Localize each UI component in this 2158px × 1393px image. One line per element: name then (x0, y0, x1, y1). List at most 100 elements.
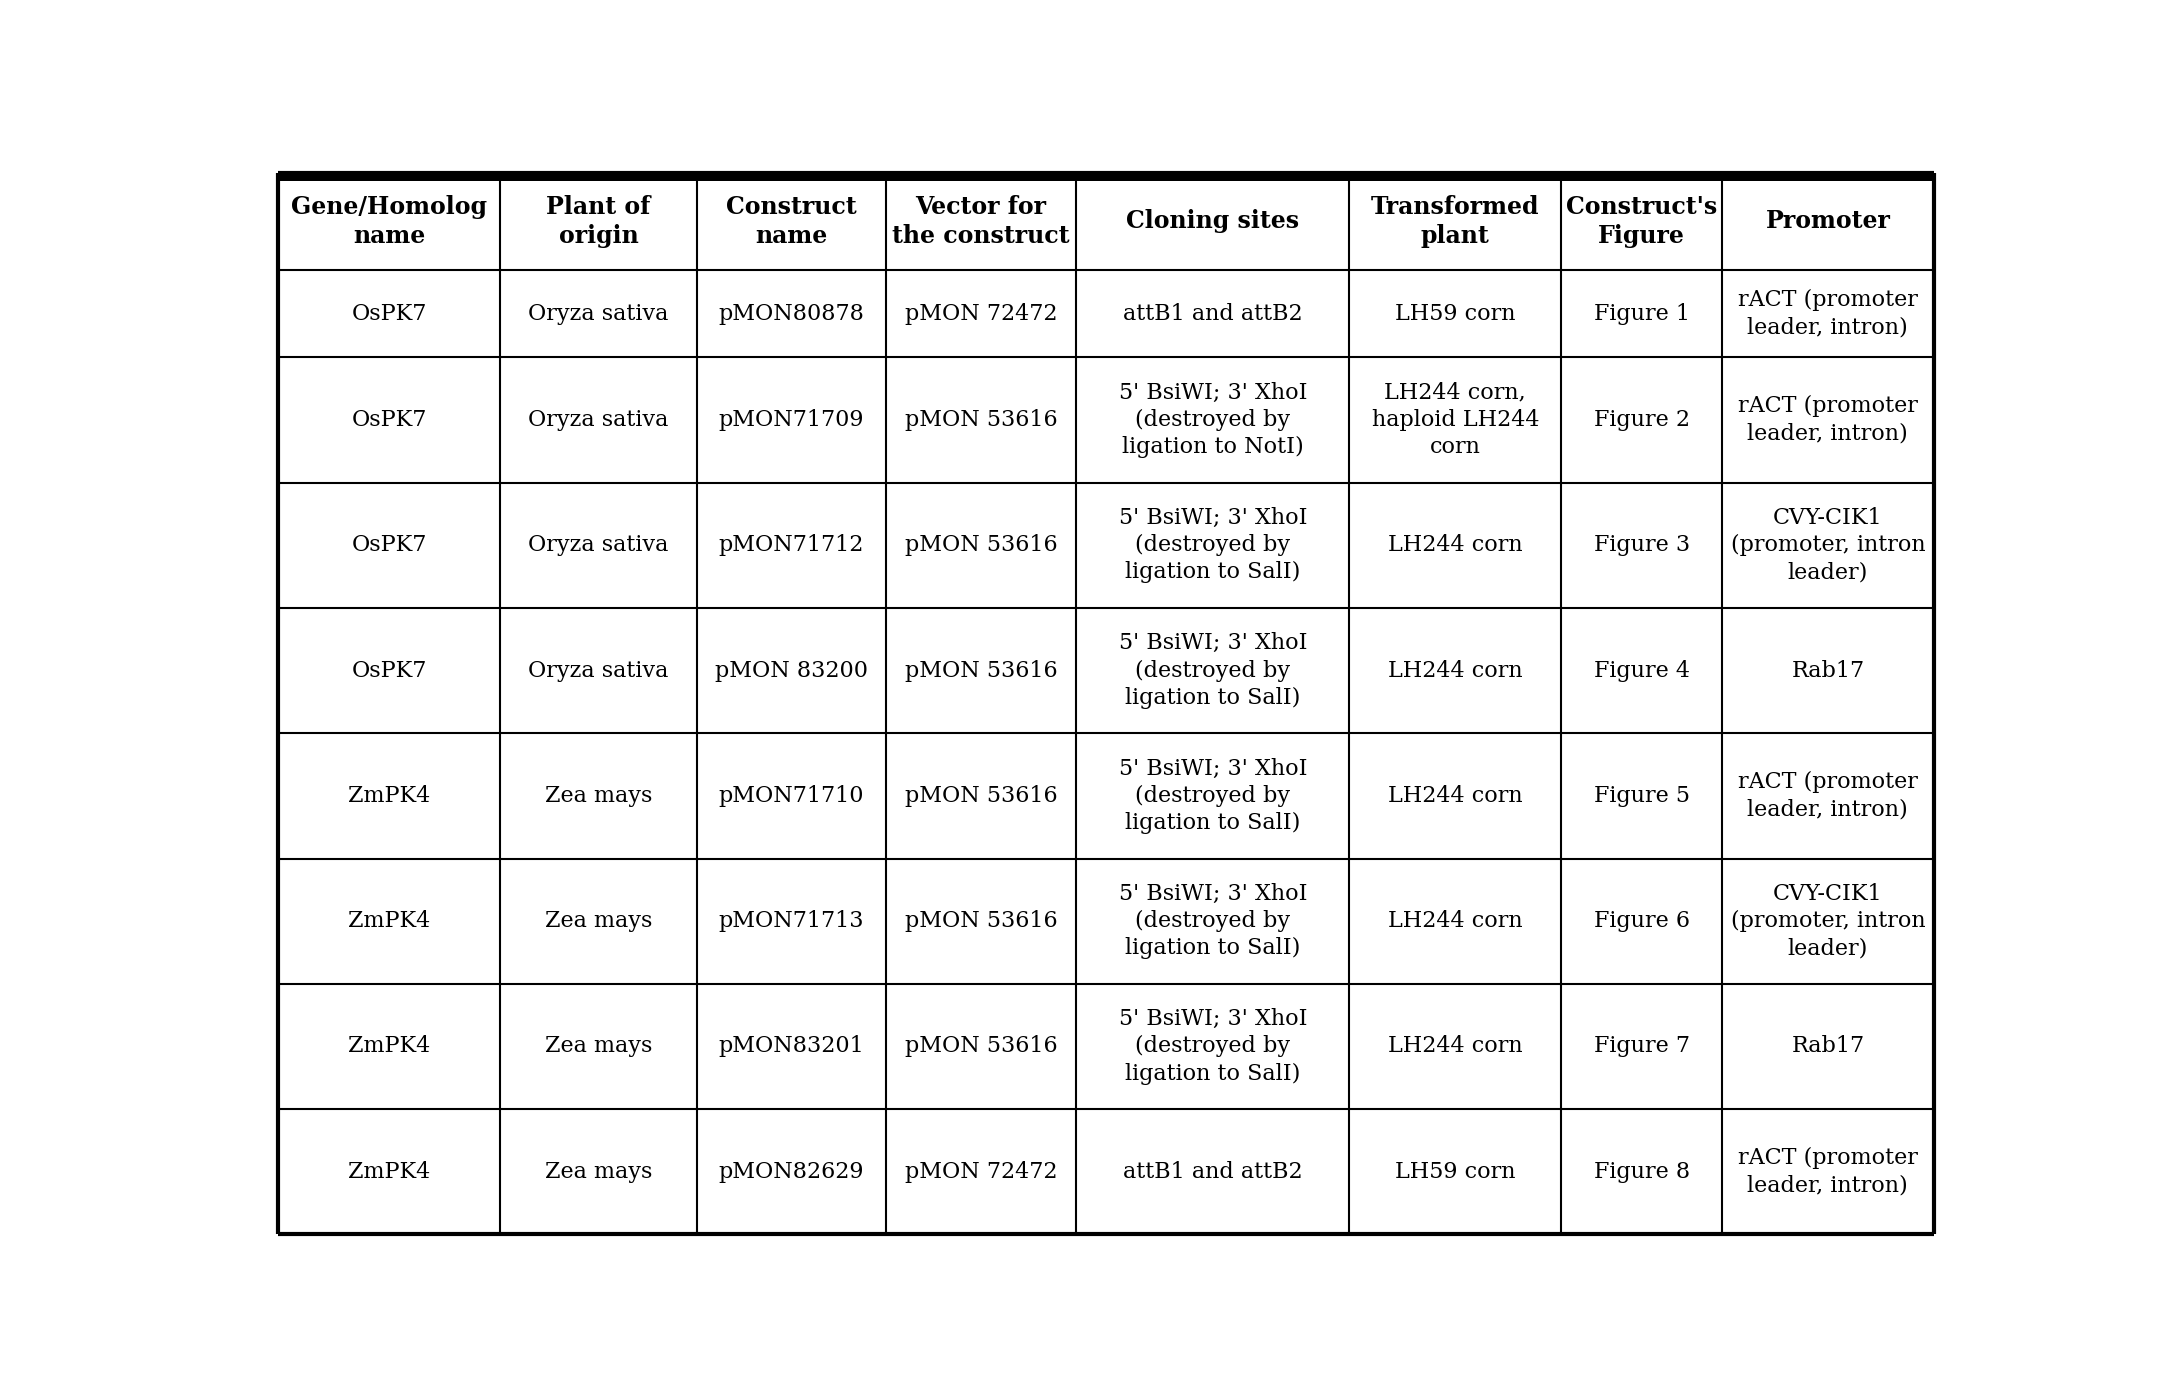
Bar (1560, 270, 1722, 357)
Text: pMON 72472: pMON 72472 (904, 302, 1057, 325)
Text: ZmPK4: ZmPK4 (347, 910, 429, 932)
Text: LH244 corn: LH244 corn (1388, 535, 1524, 556)
Text: 5' BsiWI; 3' XhoI
(destroyed by
ligation to SalI): 5' BsiWI; 3' XhoI (destroyed by ligation… (1118, 758, 1308, 834)
Bar (278, 858, 501, 983)
Bar (278, 357, 501, 482)
Text: Gene/Homolog
name: Gene/Homolog name (291, 195, 488, 248)
Bar (885, 983, 1077, 1109)
Text: pMON71710: pMON71710 (719, 784, 863, 807)
Bar (1722, 733, 1934, 858)
Bar (1722, 607, 1934, 733)
Bar (1722, 1109, 1934, 1234)
Bar (1560, 983, 1722, 1109)
Text: rACT (promoter
leader, intron): rACT (promoter leader, intron) (1737, 396, 1918, 444)
Bar (501, 983, 697, 1109)
Text: pMON71709: pMON71709 (719, 410, 863, 430)
Text: attB1 and attB2: attB1 and attB2 (1122, 1160, 1303, 1183)
Text: Rab17: Rab17 (1791, 1035, 1865, 1057)
Bar (1560, 482, 1722, 607)
Text: pMON82629: pMON82629 (719, 1160, 863, 1183)
Bar (1349, 173, 1560, 270)
Bar (1349, 1109, 1560, 1234)
Bar (1077, 983, 1349, 1109)
Text: LH244 corn: LH244 corn (1388, 784, 1524, 807)
Text: Rab17: Rab17 (1791, 659, 1865, 681)
Text: LH59 corn: LH59 corn (1394, 1160, 1515, 1183)
Text: LH244 corn: LH244 corn (1388, 910, 1524, 932)
Bar (1560, 173, 1722, 270)
Text: Figure 2: Figure 2 (1593, 410, 1690, 430)
Text: OsPK7: OsPK7 (352, 302, 427, 325)
Bar (278, 173, 501, 270)
Text: Zea mays: Zea mays (544, 784, 652, 807)
Bar (885, 607, 1077, 733)
Bar (1077, 733, 1349, 858)
Bar (1722, 357, 1934, 482)
Bar (885, 482, 1077, 607)
Text: pMON83201: pMON83201 (719, 1035, 863, 1057)
Text: ZmPK4: ZmPK4 (347, 784, 429, 807)
Bar (501, 173, 697, 270)
Bar (1560, 357, 1722, 482)
Text: pMON 72472: pMON 72472 (904, 1160, 1057, 1183)
Bar (1077, 173, 1349, 270)
Bar (1349, 270, 1560, 357)
Text: OsPK7: OsPK7 (352, 659, 427, 681)
Text: Transformed
plant: Transformed plant (1370, 195, 1539, 248)
Bar (1349, 733, 1560, 858)
Text: pMON 53616: pMON 53616 (904, 910, 1057, 932)
Text: Figure 1: Figure 1 (1593, 302, 1690, 325)
Text: CVY-CIK1
(promoter, intron
leader): CVY-CIK1 (promoter, intron leader) (1731, 883, 1925, 960)
Bar (1560, 733, 1722, 858)
Bar (278, 733, 501, 858)
Bar (501, 482, 697, 607)
Bar (1722, 858, 1934, 983)
Text: 5' BsiWI; 3' XhoI
(destroyed by
ligation to SalI): 5' BsiWI; 3' XhoI (destroyed by ligation… (1118, 1009, 1308, 1085)
Text: pMON 53616: pMON 53616 (904, 784, 1057, 807)
Text: Figure 8: Figure 8 (1593, 1160, 1690, 1183)
Text: LH59 corn: LH59 corn (1394, 302, 1515, 325)
Text: Vector for
the construct: Vector for the construct (891, 195, 1070, 248)
Bar (1077, 1109, 1349, 1234)
Bar (697, 173, 885, 270)
Text: LH244 corn: LH244 corn (1388, 1035, 1524, 1057)
Bar (697, 357, 885, 482)
Bar (885, 357, 1077, 482)
Text: rACT (promoter
leader, intron): rACT (promoter leader, intron) (1737, 1148, 1918, 1197)
Bar (1077, 858, 1349, 983)
Text: Cloning sites: Cloning sites (1126, 209, 1299, 234)
Bar (1722, 983, 1934, 1109)
Text: Oryza sativa: Oryza sativa (529, 535, 669, 556)
Bar (697, 482, 885, 607)
Text: ZmPK4: ZmPK4 (347, 1035, 429, 1057)
Text: attB1 and attB2: attB1 and attB2 (1122, 302, 1303, 325)
Text: 5' BsiWI; 3' XhoI
(destroyed by
ligation to SalI): 5' BsiWI; 3' XhoI (destroyed by ligation… (1118, 507, 1308, 584)
Text: Figure 5: Figure 5 (1593, 784, 1690, 807)
Bar (1349, 858, 1560, 983)
Bar (885, 733, 1077, 858)
Text: ZmPK4: ZmPK4 (347, 1160, 429, 1183)
Bar (1349, 357, 1560, 482)
Bar (697, 983, 885, 1109)
Text: pMON 53616: pMON 53616 (904, 1035, 1057, 1057)
Bar (1077, 357, 1349, 482)
Bar (1077, 270, 1349, 357)
Bar (885, 270, 1077, 357)
Bar (278, 607, 501, 733)
Text: OsPK7: OsPK7 (352, 535, 427, 556)
Text: Figure 6: Figure 6 (1593, 910, 1690, 932)
Text: pMON71712: pMON71712 (719, 535, 863, 556)
Bar (501, 357, 697, 482)
Text: Promoter: Promoter (1765, 209, 1890, 234)
Bar (1349, 607, 1560, 733)
Bar (697, 1109, 885, 1234)
Text: OsPK7: OsPK7 (352, 410, 427, 430)
Text: Zea mays: Zea mays (544, 1160, 652, 1183)
Bar (885, 173, 1077, 270)
Bar (501, 607, 697, 733)
Text: Figure 3: Figure 3 (1593, 535, 1690, 556)
Text: Zea mays: Zea mays (544, 910, 652, 932)
Text: 5' BsiWI; 3' XhoI
(destroyed by
ligation to SalI): 5' BsiWI; 3' XhoI (destroyed by ligation… (1118, 883, 1308, 960)
Bar (697, 607, 885, 733)
Text: Oryza sativa: Oryza sativa (529, 410, 669, 430)
